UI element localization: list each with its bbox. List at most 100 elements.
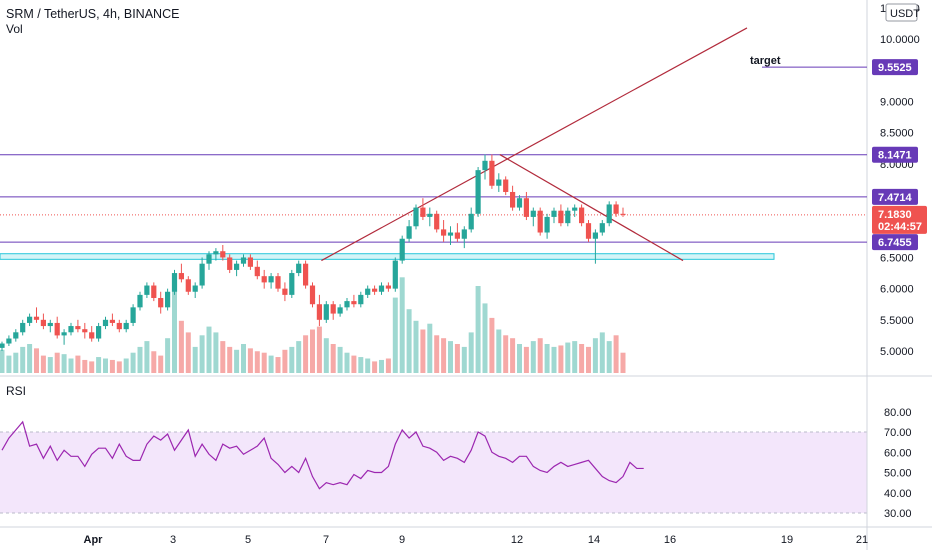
volume-bar bbox=[323, 338, 329, 373]
candle-body bbox=[434, 213, 440, 230]
candle-body bbox=[47, 322, 53, 327]
level-price-tag bbox=[872, 188, 918, 205]
level-price-tag-text: 7.4714 bbox=[878, 192, 913, 204]
volume-bar bbox=[620, 352, 626, 373]
candle-body bbox=[475, 170, 481, 214]
volume-bar bbox=[503, 335, 509, 373]
candle-body bbox=[6, 338, 12, 344]
candle-body bbox=[489, 160, 495, 186]
candle-body bbox=[337, 307, 343, 314]
volume-bar bbox=[96, 357, 102, 373]
volume-bar bbox=[158, 355, 164, 373]
candle-body bbox=[316, 304, 322, 320]
volume-bar bbox=[399, 277, 405, 373]
candle-body bbox=[116, 322, 122, 330]
time-tick-label: 19 bbox=[781, 534, 793, 546]
candle-body bbox=[234, 263, 240, 270]
currency-box bbox=[885, 3, 918, 22]
candle-body bbox=[516, 198, 523, 208]
volume-bar bbox=[434, 335, 440, 373]
candle-body bbox=[303, 263, 309, 286]
candle-body bbox=[592, 232, 598, 239]
volume-bar bbox=[61, 354, 67, 373]
rsi-tick-label: 70.00 bbox=[884, 427, 912, 439]
volume-bar bbox=[579, 344, 585, 373]
symbol-title[interactable]: SRM / TetherUS, 4h, BINANCE bbox=[6, 7, 180, 21]
volume-bar bbox=[379, 359, 384, 373]
candle-body bbox=[151, 285, 157, 298]
time-tick-label: 16 bbox=[664, 534, 676, 546]
volume-bar bbox=[54, 352, 60, 373]
candle-body bbox=[82, 329, 88, 333]
level-price-tag bbox=[872, 234, 918, 251]
candle-body bbox=[54, 322, 60, 336]
volume-bar bbox=[185, 332, 191, 373]
rsi-line bbox=[1, 420, 644, 490]
volume-bar bbox=[199, 335, 205, 373]
volume-bar bbox=[482, 303, 488, 373]
volume-bar bbox=[89, 361, 95, 373]
volume-bar bbox=[34, 348, 39, 373]
candle-body bbox=[441, 229, 447, 236]
rsi-tick-label: 80.00 bbox=[884, 407, 912, 419]
time-tick-label: 3 bbox=[170, 534, 176, 546]
volume-bar bbox=[475, 286, 481, 373]
volume-bar bbox=[510, 338, 516, 373]
volume-bar bbox=[234, 349, 240, 373]
candle-body bbox=[192, 285, 198, 292]
volume-bar bbox=[489, 317, 495, 373]
candle-body bbox=[123, 322, 129, 330]
support-zone bbox=[0, 253, 775, 260]
candle-body bbox=[130, 307, 136, 323]
volume-bar bbox=[247, 348, 253, 373]
volume-bar bbox=[206, 326, 212, 373]
candle-body bbox=[185, 279, 191, 292]
candle-body bbox=[20, 322, 26, 333]
falling-trendline bbox=[499, 154, 684, 262]
candle-body bbox=[420, 207, 426, 217]
volume-bar bbox=[392, 297, 398, 373]
volume-bar bbox=[599, 332, 605, 373]
level-price-tag-text: 6.7455 bbox=[878, 237, 912, 249]
current-price-tag bbox=[872, 205, 927, 234]
volume-bar bbox=[544, 344, 550, 373]
volume-bar bbox=[613, 335, 619, 373]
candle-body bbox=[96, 326, 102, 339]
volume-bar bbox=[413, 320, 419, 373]
volume-bar bbox=[316, 326, 322, 373]
candle-body bbox=[551, 210, 557, 217]
volume-bar bbox=[358, 357, 364, 373]
candle-body bbox=[213, 251, 219, 255]
level-price-tag-text: 9.5525 bbox=[878, 62, 912, 74]
volume-bar bbox=[27, 344, 33, 373]
volume-bar bbox=[310, 329, 315, 373]
rsi-indicator-label[interactable]: RSI bbox=[6, 384, 27, 398]
volume-bar bbox=[330, 344, 336, 373]
volume-bar bbox=[82, 359, 88, 373]
volume-bar bbox=[448, 341, 453, 373]
rsi-tick-label: 40.00 bbox=[884, 488, 912, 500]
candle-body bbox=[296, 263, 302, 274]
volume-bar bbox=[530, 341, 536, 373]
volume-bar bbox=[372, 361, 378, 373]
candle-body bbox=[385, 285, 391, 289]
candle-body bbox=[13, 332, 19, 339]
volume-bar bbox=[606, 341, 612, 373]
price-tick-label: 5.5000 bbox=[880, 315, 914, 327]
candle-body bbox=[165, 291, 171, 308]
volume-bar bbox=[268, 355, 274, 373]
volume-indicator-label[interactable]: Vol bbox=[6, 22, 23, 36]
volume-bar bbox=[275, 357, 281, 373]
candle-body bbox=[254, 266, 260, 277]
candle-body bbox=[61, 332, 67, 336]
volume-bar bbox=[461, 346, 467, 373]
candle-body bbox=[89, 332, 95, 339]
volume-bar bbox=[0, 349, 5, 373]
candle-body bbox=[33, 316, 40, 320]
volume-bar bbox=[123, 358, 129, 373]
time-tick-label: 5 bbox=[245, 534, 251, 546]
candle-body bbox=[102, 319, 109, 327]
volume-bar bbox=[572, 341, 578, 373]
